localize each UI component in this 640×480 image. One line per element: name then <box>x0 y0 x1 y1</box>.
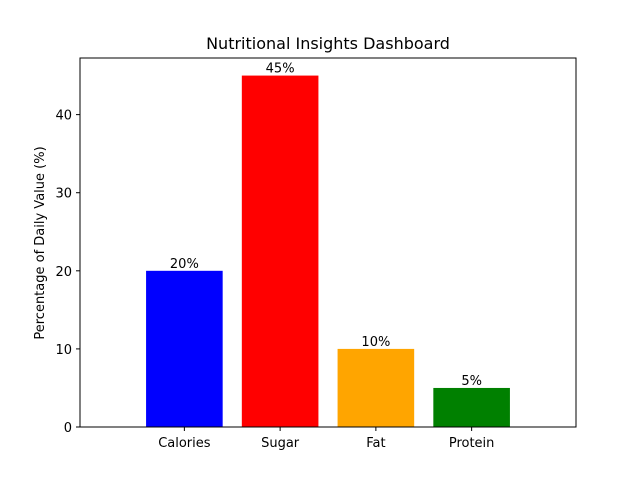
data-label-calories: 20% <box>170 257 199 272</box>
y-tick-label-0: 0 <box>64 421 72 436</box>
bar-fat <box>337 348 415 427</box>
bar-protein <box>433 387 510 427</box>
chart-title: Nutritional Insights Dashboard <box>206 34 450 53</box>
plot-area: 20% 45% 10% 5% Calories Sugar Fat Protein 0 10 20 3… <box>55 57 577 451</box>
data-label-protein: 5% <box>461 374 482 389</box>
y-tick-label-40: 40 <box>55 109 72 124</box>
x-tick-label-calories: Calories <box>158 436 211 451</box>
x-tick-label-fat: Fat <box>366 436 385 451</box>
y-tick-label-10: 10 <box>55 343 72 358</box>
x-tick-label-protein: Protein <box>449 436 495 451</box>
data-label-sugar: 45% <box>266 62 295 77</box>
data-label-fat: 10% <box>361 335 390 350</box>
plot-frame <box>79 57 577 428</box>
x-tick-label-sugar: Sugar <box>261 436 300 451</box>
bar-sugar <box>241 75 319 428</box>
y-axis-label: Percentage of Daily Value (%) <box>33 146 48 339</box>
bar-calories <box>146 270 223 427</box>
y-tick-label-30: 30 <box>55 187 72 202</box>
y-tick-label-20: 20 <box>55 265 72 280</box>
